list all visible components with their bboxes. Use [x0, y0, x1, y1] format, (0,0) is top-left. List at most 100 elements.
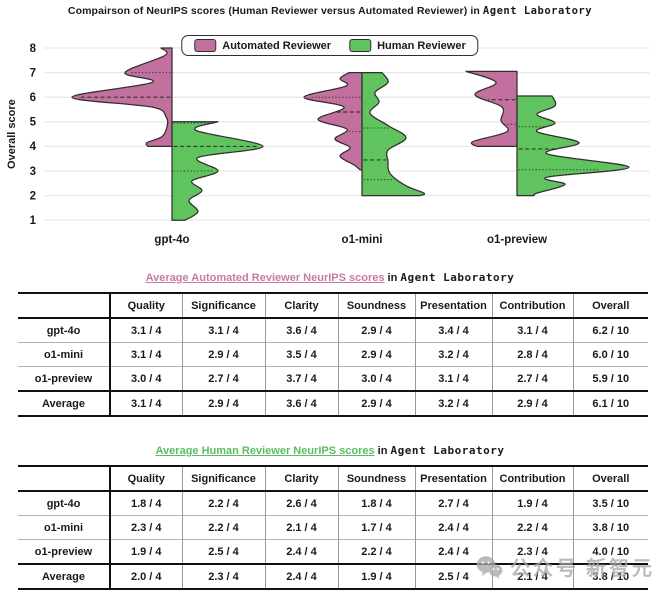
violin-plot: 8 7 6 5 4 3 2 1 Overall score gpt-4o o1-mini o1-pre… — [6, 43, 650, 246]
human-reviewer-swatch — [349, 39, 372, 52]
score-cell: 2.9 / 4 — [182, 342, 266, 367]
score-cell: 2.6 / 4 — [265, 491, 339, 516]
row-label: Average — [18, 391, 111, 416]
score-cell: 3.0 / 4 — [110, 366, 183, 391]
column-header: Clarity — [265, 466, 339, 491]
score-cell: 2.4 / 4 — [265, 564, 339, 589]
table-row: gpt-4o 1.8 / 4 2.2 / 4 2.6 / 4 1.8 / 4 2.7 / … — [18, 491, 648, 516]
category-label-o1-mini: o1-mini — [342, 234, 383, 246]
score-cell: 1.9 / 4 — [492, 491, 574, 516]
column-header: Contribution — [492, 466, 574, 491]
score-cell: 3.5 / 4 — [265, 342, 339, 367]
score-cell: 2.1 / 4 — [492, 564, 574, 589]
row-label: o1-preview — [18, 366, 111, 391]
score-cell: 2.5 / 4 — [415, 564, 493, 589]
score-cell: 2.4 / 4 — [415, 515, 493, 540]
table-row: Average 3.1 / 4 2.9 / 4 3.6 / 4 2.9 / 4 3.2 /… — [18, 391, 648, 416]
violin-o1-mini-right — [361, 71, 426, 197]
score-cell: 3.8 / 10 — [592, 570, 630, 583]
score-cell: 2.2 / 4 — [182, 515, 266, 540]
column-header: Significance — [182, 466, 266, 491]
score-cell: 2.0 / 4 — [110, 564, 183, 589]
score-cell: 1.9 / 4 — [110, 539, 183, 564]
score-cell: 3.8 / 10 — [592, 521, 630, 534]
human-table-heading: Average Human Reviewer NeurIPS scores in… — [0, 444, 660, 457]
score-cell: 6.1 / 10 — [592, 397, 630, 410]
score-cell: 1.8 / 4 — [110, 491, 183, 516]
corner-cell — [18, 466, 111, 491]
score-cell: 3.4 / 4 — [415, 318, 493, 343]
column-header: Overall — [592, 472, 630, 485]
column-header: Soundness — [338, 293, 416, 318]
chart-title-text: Compairson of NeurIPS scores (Human Revi… — [67, 5, 480, 17]
score-cell: 2.5 / 4 — [182, 539, 266, 564]
heading-in-word: in — [387, 272, 398, 284]
score-cell: 2.3 / 4 — [182, 564, 266, 589]
column-header: Presentation — [415, 466, 493, 491]
human-table-heading-link[interactable]: Average Human Reviewer NeurIPS scores — [155, 445, 375, 457]
legend-entry-automated: Automated Reviewer — [194, 39, 331, 52]
automated-table-heading-link[interactable]: Average Automated Reviewer NeurIPS score… — [145, 272, 385, 284]
heading-mono: Agent Laboratory — [390, 444, 505, 457]
score-cell: 3.0 / 4 — [338, 366, 416, 391]
automated-reviewer-table: Quality Significance Clarity Soundness Prese… — [18, 292, 648, 417]
score-cell: 2.8 / 4 — [492, 342, 574, 367]
score-cell: 2.9 / 4 — [338, 391, 416, 416]
score-cell: 2.7 / 4 — [415, 491, 493, 516]
score-cell: 1.8 / 4 — [338, 491, 416, 516]
score-cell: 2.1 / 4 — [265, 515, 339, 540]
y-tick-label: 8 — [30, 43, 37, 55]
score-cell: 3.2 / 4 — [415, 342, 493, 367]
score-cell: 2.3 / 4 — [110, 515, 183, 540]
violin-o1-preview-left — [465, 70, 518, 148]
y-tick-label: 5 — [30, 117, 37, 129]
score-cell: 2.9 / 4 — [338, 342, 416, 367]
score-cell: 6.2 / 10 — [592, 324, 630, 337]
score-cell: 3.5 / 10 — [592, 497, 630, 510]
score-cell: 5.9 / 10 — [592, 372, 630, 385]
table-header-row: Quality Significance Clarity Soundness Prese… — [18, 466, 648, 491]
human-reviewer-table-block: Average Human Reviewer NeurIPS scores in… — [0, 444, 660, 590]
column-header: Contribution — [492, 293, 574, 318]
column-header: Quality — [110, 293, 183, 318]
category-label-gpt-4o: gpt-4o — [154, 234, 189, 246]
score-cell: 3.1 / 4 — [492, 318, 574, 343]
table-row: o1-mini 3.1 / 4 2.9 / 4 3.5 / 4 2.9 / 4 3.2 /… — [18, 342, 648, 367]
score-cell: 2.4 / 4 — [265, 539, 339, 564]
legend-label-automated: Automated Reviewer — [222, 39, 332, 52]
y-tick-label: 6 — [30, 92, 36, 104]
y-tick-label: 4 — [30, 141, 37, 153]
column-header: Presentation — [415, 293, 493, 318]
automated-reviewer-swatch — [194, 39, 217, 52]
row-label: Average — [18, 564, 111, 589]
column-header: Quality — [110, 466, 183, 491]
heading-mono: Agent Laboratory — [400, 271, 515, 284]
score-cell: 3.1 / 4 — [110, 342, 183, 367]
score-cell: 3.2 / 4 — [415, 391, 493, 416]
table-row: Average 2.0 / 4 2.3 / 4 2.4 / 4 1.9 / 4 2.5 /… — [18, 564, 648, 589]
y-tick-label: 3 — [30, 166, 36, 178]
table-row: gpt-4o 3.1 / 4 3.1 / 4 3.6 / 4 2.9 / 4 3.4 / … — [18, 318, 648, 343]
score-cell: 1.7 / 4 — [338, 515, 416, 540]
score-cell: 3.7 / 4 — [265, 366, 339, 391]
score-cell: 3.1 / 4 — [110, 318, 183, 343]
score-cell: 1.9 / 4 — [338, 564, 416, 589]
corner-cell — [18, 293, 111, 318]
violin-o1-preview-right — [516, 95, 630, 197]
heading-in-word: in — [377, 445, 388, 457]
y-axis-label: Overall score — [6, 99, 18, 169]
y-tick-label: 1 — [30, 215, 37, 227]
category-label-o1-preview: o1-preview — [487, 234, 547, 246]
row-label: gpt-4o — [18, 318, 111, 343]
score-cell: 2.3 / 4 — [492, 539, 574, 564]
score-cell: 3.6 / 4 — [265, 318, 339, 343]
y-tick-label: 2 — [30, 190, 36, 202]
chart-legend: Automated Reviewer Human Reviewer — [181, 35, 479, 56]
score-cell: 2.9 / 4 — [182, 391, 266, 416]
column-header: Significance — [182, 293, 266, 318]
score-cell: 2.9 / 4 — [338, 318, 416, 343]
table-row: o1-preview 3.0 / 4 2.7 / 4 3.7 / 4 3.0 / 4 3.… — [18, 366, 648, 391]
score-cell: 6.0 / 10 — [592, 348, 630, 361]
legend-label-human: Human Reviewer — [377, 39, 466, 52]
